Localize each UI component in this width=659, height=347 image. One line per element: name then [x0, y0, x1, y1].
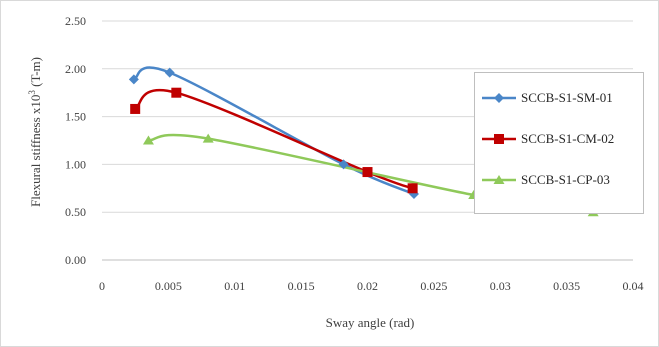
series-line-1: [133, 66, 415, 196]
y-tick-label: 1.50: [65, 110, 86, 124]
x-tick-label: 0.005: [155, 279, 182, 293]
x-tick-labels: 0 0.005 0.01 0.015 0.02 0.025 0.03 0.035 0.04: [99, 279, 644, 293]
data-point-2: [362, 167, 373, 178]
y-tick-label: 1.00: [65, 157, 86, 171]
data-point-1: [128, 74, 139, 85]
data-point-3: [202, 133, 214, 143]
y-tick-label: 0.00: [65, 253, 86, 267]
x-tick-label: 0.035: [553, 279, 580, 293]
x-tick-label: 0: [99, 279, 105, 293]
series-markers: [128, 67, 599, 217]
x-tick-label: 0.03: [490, 279, 511, 293]
data-point-2: [407, 183, 418, 194]
x-tick-label: 0.01: [224, 279, 245, 293]
y-axis-title-main: Flexural stiffness x10: [28, 95, 43, 207]
x-tick-label: 0.025: [420, 279, 447, 293]
data-point-1: [338, 159, 349, 170]
y-axis-title-unit: (T-m): [28, 57, 43, 90]
data-point-1: [164, 67, 175, 78]
y-tick-label: 0.50: [65, 205, 86, 219]
y-tick-label: 2.50: [65, 14, 86, 28]
y-tick-labels: 0.00 0.50 1.00 1.50 2.00 2.50: [65, 14, 86, 267]
x-tick-label: 0.02: [357, 279, 378, 293]
x-tick-label: 0.04: [623, 279, 644, 293]
x-axis-title: Sway angle (rad): [326, 315, 415, 330]
data-point-2: [171, 87, 182, 98]
x-tick-label: 0.015: [288, 279, 315, 293]
y-axis-title: Flexural stiffness x103 (T-m): [27, 57, 43, 207]
data-point-2: [130, 103, 141, 114]
y-tick-label: 2.00: [65, 62, 86, 76]
legend: [474, 72, 644, 214]
y-axis-title-exponent: 3: [27, 90, 37, 95]
series-line-2: [134, 88, 414, 190]
data-point-3: [142, 135, 154, 145]
